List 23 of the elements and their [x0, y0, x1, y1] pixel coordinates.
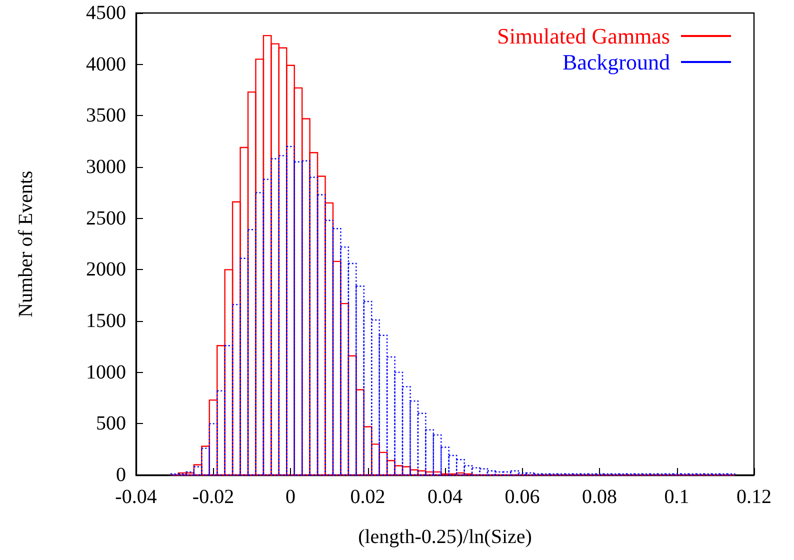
x-tick-label: 0.1 [664, 486, 690, 508]
y-tick-label: 1500 [86, 310, 126, 332]
y-tick-label: 3000 [86, 156, 126, 178]
x-tick-label: 0.08 [582, 486, 617, 508]
y-axis-title: Number of Events [15, 170, 37, 318]
x-tick-label: 0.06 [504, 486, 540, 508]
y-tick-label: 1000 [86, 361, 126, 384]
y-tick-label: 4000 [86, 53, 126, 76]
x-tick-label: 0.12 [736, 486, 772, 508]
x-axis-title: (length-0.25)/ln(Size) [358, 526, 532, 548]
x-tick-label: -0.02 [192, 486, 234, 508]
x-tick-label: 0.02 [350, 486, 386, 508]
legend-label: Simulated Gammas [497, 24, 670, 48]
x-tick-label: 0 [286, 486, 296, 508]
y-tick-label: 4500 [86, 2, 126, 24]
x-tick-label: -0.04 [115, 486, 157, 508]
y-tick-label: 500 [96, 412, 126, 435]
y-tick-label: 2500 [86, 207, 126, 230]
x-tick-label: 0.04 [428, 486, 462, 508]
y-tick-label: 3500 [86, 104, 126, 127]
y-tick-label: 0 [116, 464, 126, 486]
legend-label: Background [562, 50, 670, 74]
y-tick-label: 2000 [86, 258, 126, 281]
